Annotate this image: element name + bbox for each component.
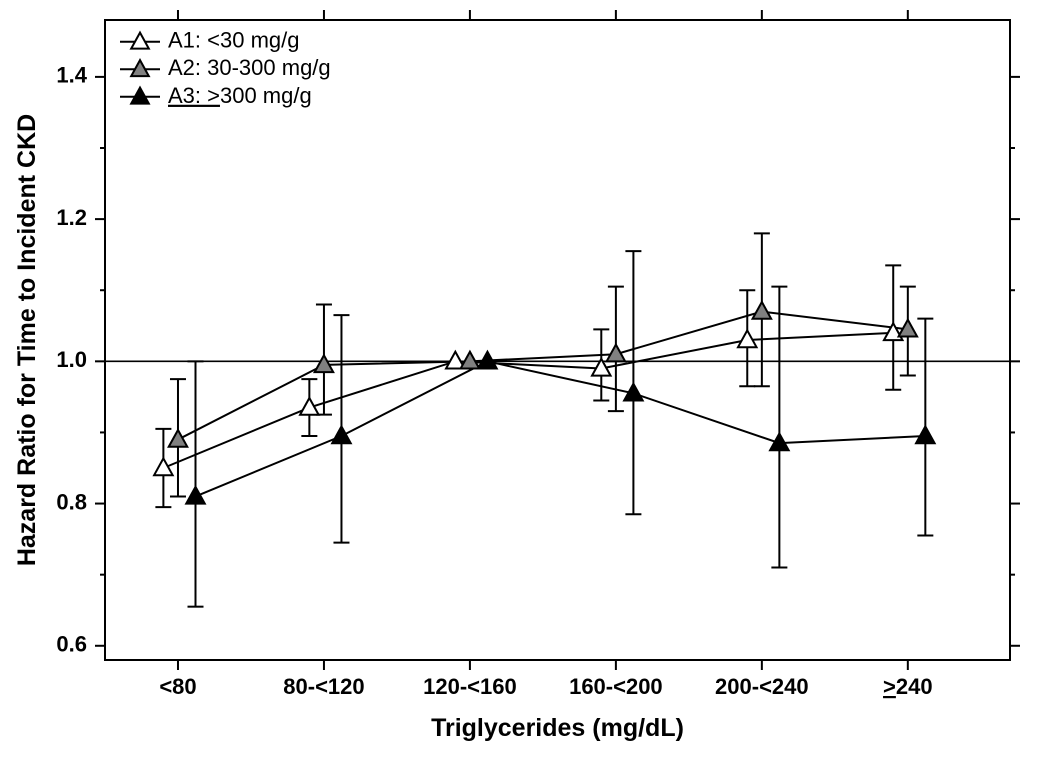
legend-label: A3: >300 mg/g — [168, 83, 312, 108]
y-tick-label: 0.8 — [56, 489, 87, 514]
legend-label: A1: <30 mg/g — [168, 28, 299, 53]
y-tick-label: 1.0 — [56, 347, 87, 372]
chart-svg: 0.6 0.8 1.0 1.2 1.4 <80 80-<120 120-<160 160-<20… — [0, 0, 1050, 759]
legend-label: A2: 30-300 mg/g — [168, 55, 331, 80]
y-tick-label: 0.6 — [56, 632, 87, 657]
x-tick-label: 160-<200 — [569, 674, 663, 699]
x-tick-label: 200-<240 — [715, 674, 809, 699]
x-tick-label: 120-<160 — [423, 674, 517, 699]
y-tick-label: 1.2 — [56, 205, 87, 230]
x-axis-label: Triglycerides (mg/dL) — [431, 714, 684, 742]
chart-container: 0.6 0.8 1.0 1.2 1.4 <80 80-<120 120-<160 160-<20… — [0, 0, 1050, 759]
x-tick-label: 80-<120 — [283, 674, 364, 699]
y-tick-label: 1.4 — [56, 63, 87, 88]
y-axis-label: Hazard Ratio for Time to Incident CKD — [13, 114, 41, 566]
x-tick-label: >240 — [883, 674, 933, 699]
x-tick-label: <80 — [159, 674, 196, 699]
